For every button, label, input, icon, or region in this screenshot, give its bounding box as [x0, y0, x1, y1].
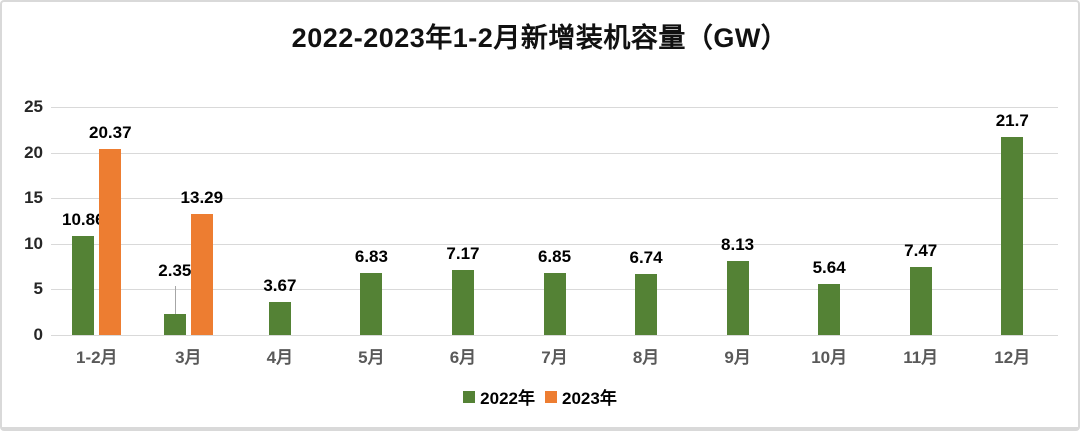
y-axis-tick-25: 25: [24, 97, 43, 116]
legend-label-2022年: 2022年: [480, 389, 535, 408]
value-label-2023年-3月: 13.29: [180, 187, 224, 207]
y-axis-tick-5: 5: [33, 279, 43, 298]
category-group-3月: 2.35 13.29: [143, 107, 235, 335]
category-group-6月: 7.17: [417, 107, 509, 335]
category-group-1-2月: 10.86 20.37: [51, 107, 143, 335]
bar-2022年-7月: 6.85: [538, 247, 571, 335]
bar-2022年-6月: 7.17: [446, 244, 480, 335]
value-label-2022年-1-2月: 10.86: [61, 209, 105, 229]
gridline-10: [51, 244, 1058, 245]
category-group-9月: 8.13: [692, 107, 784, 335]
bar-groups: 10.86 20.37 2.35 13.29 3.67 6.83 7.17 6.85 6.74 8…: [51, 107, 1058, 335]
legend: 2022年 2023年: [2, 384, 1078, 409]
chart-title: 2022-2023年1-2月新增装机容量（GW）: [291, 23, 789, 53]
y-axis-tick-10: 10: [24, 234, 43, 253]
value-label-2022年-12月: 21.7: [995, 111, 1029, 131]
legend-item-2022年: 2022年: [463, 384, 535, 409]
bar-2023年-3月: 13.29: [181, 188, 223, 335]
category-group-10月: 5.64: [783, 107, 875, 335]
bar-2022年-12月: 21.7: [996, 112, 1029, 335]
x-axis-label-4月: 4月: [266, 348, 294, 367]
y-axis-tick-0: 0: [33, 325, 43, 344]
gridline-0: [51, 335, 1058, 336]
x-axis-label-5月: 5月: [358, 348, 385, 367]
x-axis-label-7月: 7月: [541, 348, 568, 367]
bar-2022年-3月: 2.35: [158, 261, 191, 335]
x-axis-label-1-2月: 1-2月: [75, 348, 118, 367]
x-axis-labels: 1-2月 3月 4月 5月 6月 7月 8月 9月 10月 11月 12月: [51, 343, 1058, 368]
value-label-2022年-9月: 8.13: [721, 234, 755, 254]
bar-2022年-11月: 7.47: [904, 241, 937, 335]
bar-2022年-5月: 6.83: [355, 247, 388, 335]
x-axis-label-6月: 6月: [449, 348, 477, 367]
category-group-12月: 21.7: [966, 107, 1058, 335]
label-leader-line: [174, 285, 176, 314]
value-label-2022年-8月: 6.74: [629, 247, 663, 267]
plot-area: 0 5 10 15 20 25 10.86 20.37 2.35 13.29 3.67 6.83 7.1…: [24, 97, 1058, 344]
x-axis-label-8月: 8月: [632, 348, 660, 367]
value-label-2022年-6月: 7.17: [446, 243, 480, 263]
bar-2022年-4月: 3.67: [263, 276, 296, 335]
value-label-2022年-3月: 2.35: [158, 260, 192, 280]
x-axis-label-9月: 9月: [724, 348, 751, 367]
bar-2022年-1-2月: 10.86: [62, 210, 105, 335]
legend-label-2023年: 2023年: [562, 389, 617, 408]
bar-2023年-1-2月: 20.37: [89, 124, 132, 335]
x-axis-label-12月: 12月: [994, 348, 1031, 367]
category-group-4月: 3.67: [234, 107, 326, 335]
value-label-2022年-10月: 5.64: [812, 257, 846, 277]
bar-2022年-8月: 6.74: [630, 248, 663, 335]
bar-2022年-10月: 5.64: [813, 258, 846, 335]
value-label-2022年-5月: 6.83: [354, 246, 388, 266]
category-group-11月: 7.47: [875, 107, 967, 335]
value-label-2022年-7月: 6.85: [537, 246, 572, 266]
legend-swatch-2022年: [463, 390, 476, 403]
gridline-25: [51, 107, 1058, 108]
gridline-20: [51, 153, 1058, 154]
x-axis-label-10月: 10月: [811, 348, 848, 367]
y-axis-tick-20: 20: [24, 143, 43, 162]
x-axis-label-3月: 3月: [175, 348, 202, 367]
y-axis-tick-15: 15: [24, 188, 43, 207]
category-group-5月: 6.83: [326, 107, 418, 335]
bar-2022年-9月: 8.13: [721, 235, 754, 335]
category-group-7月: 6.85: [509, 107, 601, 335]
x-axis-label-11月: 11月: [903, 348, 939, 367]
legend-swatch-2023年: [545, 390, 557, 403]
value-label-2022年-4月: 3.67: [263, 275, 297, 295]
legend-item-2023年: 2023年: [545, 384, 617, 409]
category-group-8月: 6.74: [600, 107, 692, 335]
value-label-2022年-11月: 7.47: [904, 240, 938, 260]
value-label-2023年-1-2月: 20.37: [88, 123, 132, 143]
gridline-15: [51, 198, 1058, 199]
